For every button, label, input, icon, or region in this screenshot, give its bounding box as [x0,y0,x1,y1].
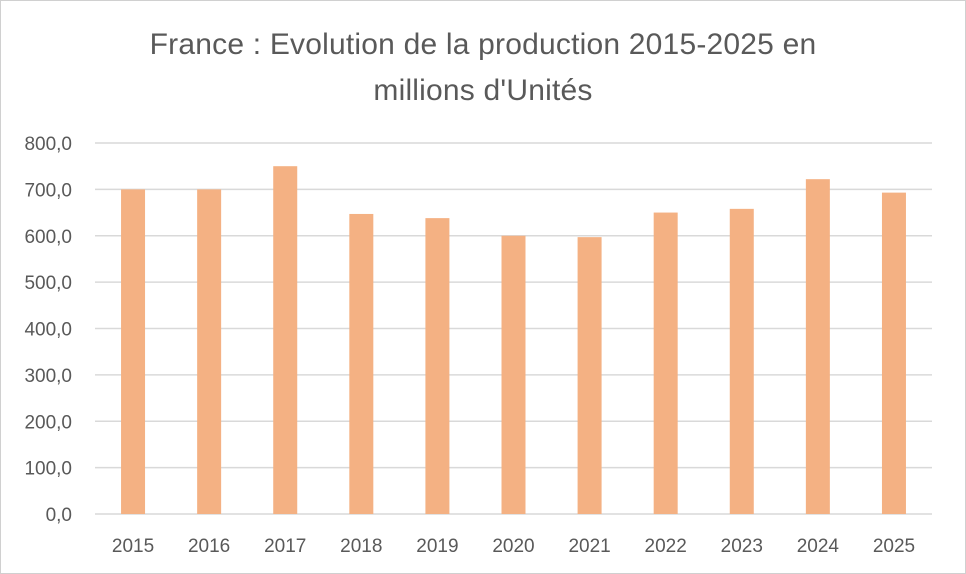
bar-2015 [121,189,146,514]
bar-2024 [805,179,830,515]
x-tick-label: 2015 [112,536,154,557]
bar-2020 [501,235,526,514]
bar-2023 [729,208,754,515]
chart-title-line-1: France : Evolution de la production 2015… [149,28,817,61]
y-tick-label: 0,0 [46,505,72,526]
x-tick-label: 2017 [264,536,306,557]
x-tick-label: 2020 [492,536,534,557]
y-tick-label: 100,0 [24,459,72,480]
bar-2021 [577,237,602,515]
x-tick-label: 2023 [721,536,763,557]
bar-2018 [349,213,374,515]
bar-2017 [273,166,298,514]
chart-title: France : Evolution de la production 2015… [0,22,966,114]
y-tick-label: 800,0 [24,134,72,155]
y-tick-label: 200,0 [24,412,72,433]
bar-2016 [197,189,222,514]
bar-2019 [425,218,450,514]
y-tick-label: 700,0 [24,180,72,201]
x-tick-label: 2021 [568,536,610,557]
x-tick-label: 2024 [797,536,840,557]
bar-2025 [881,192,906,514]
chart-title-line-2: millions d'Unités [373,74,593,107]
y-tick-label: 600,0 [24,227,72,248]
y-tick-label: 500,0 [24,273,72,294]
bar-2022 [653,212,678,514]
x-tick-label: 2018 [340,536,382,557]
y-tick-label: 300,0 [24,366,72,387]
x-tick-label: 2025 [873,536,915,557]
x-tick-label: 2016 [188,536,230,557]
x-tick-label: 2019 [416,536,458,557]
x-tick-label: 2022 [645,536,687,557]
y-tick-label: 400,0 [24,320,72,341]
